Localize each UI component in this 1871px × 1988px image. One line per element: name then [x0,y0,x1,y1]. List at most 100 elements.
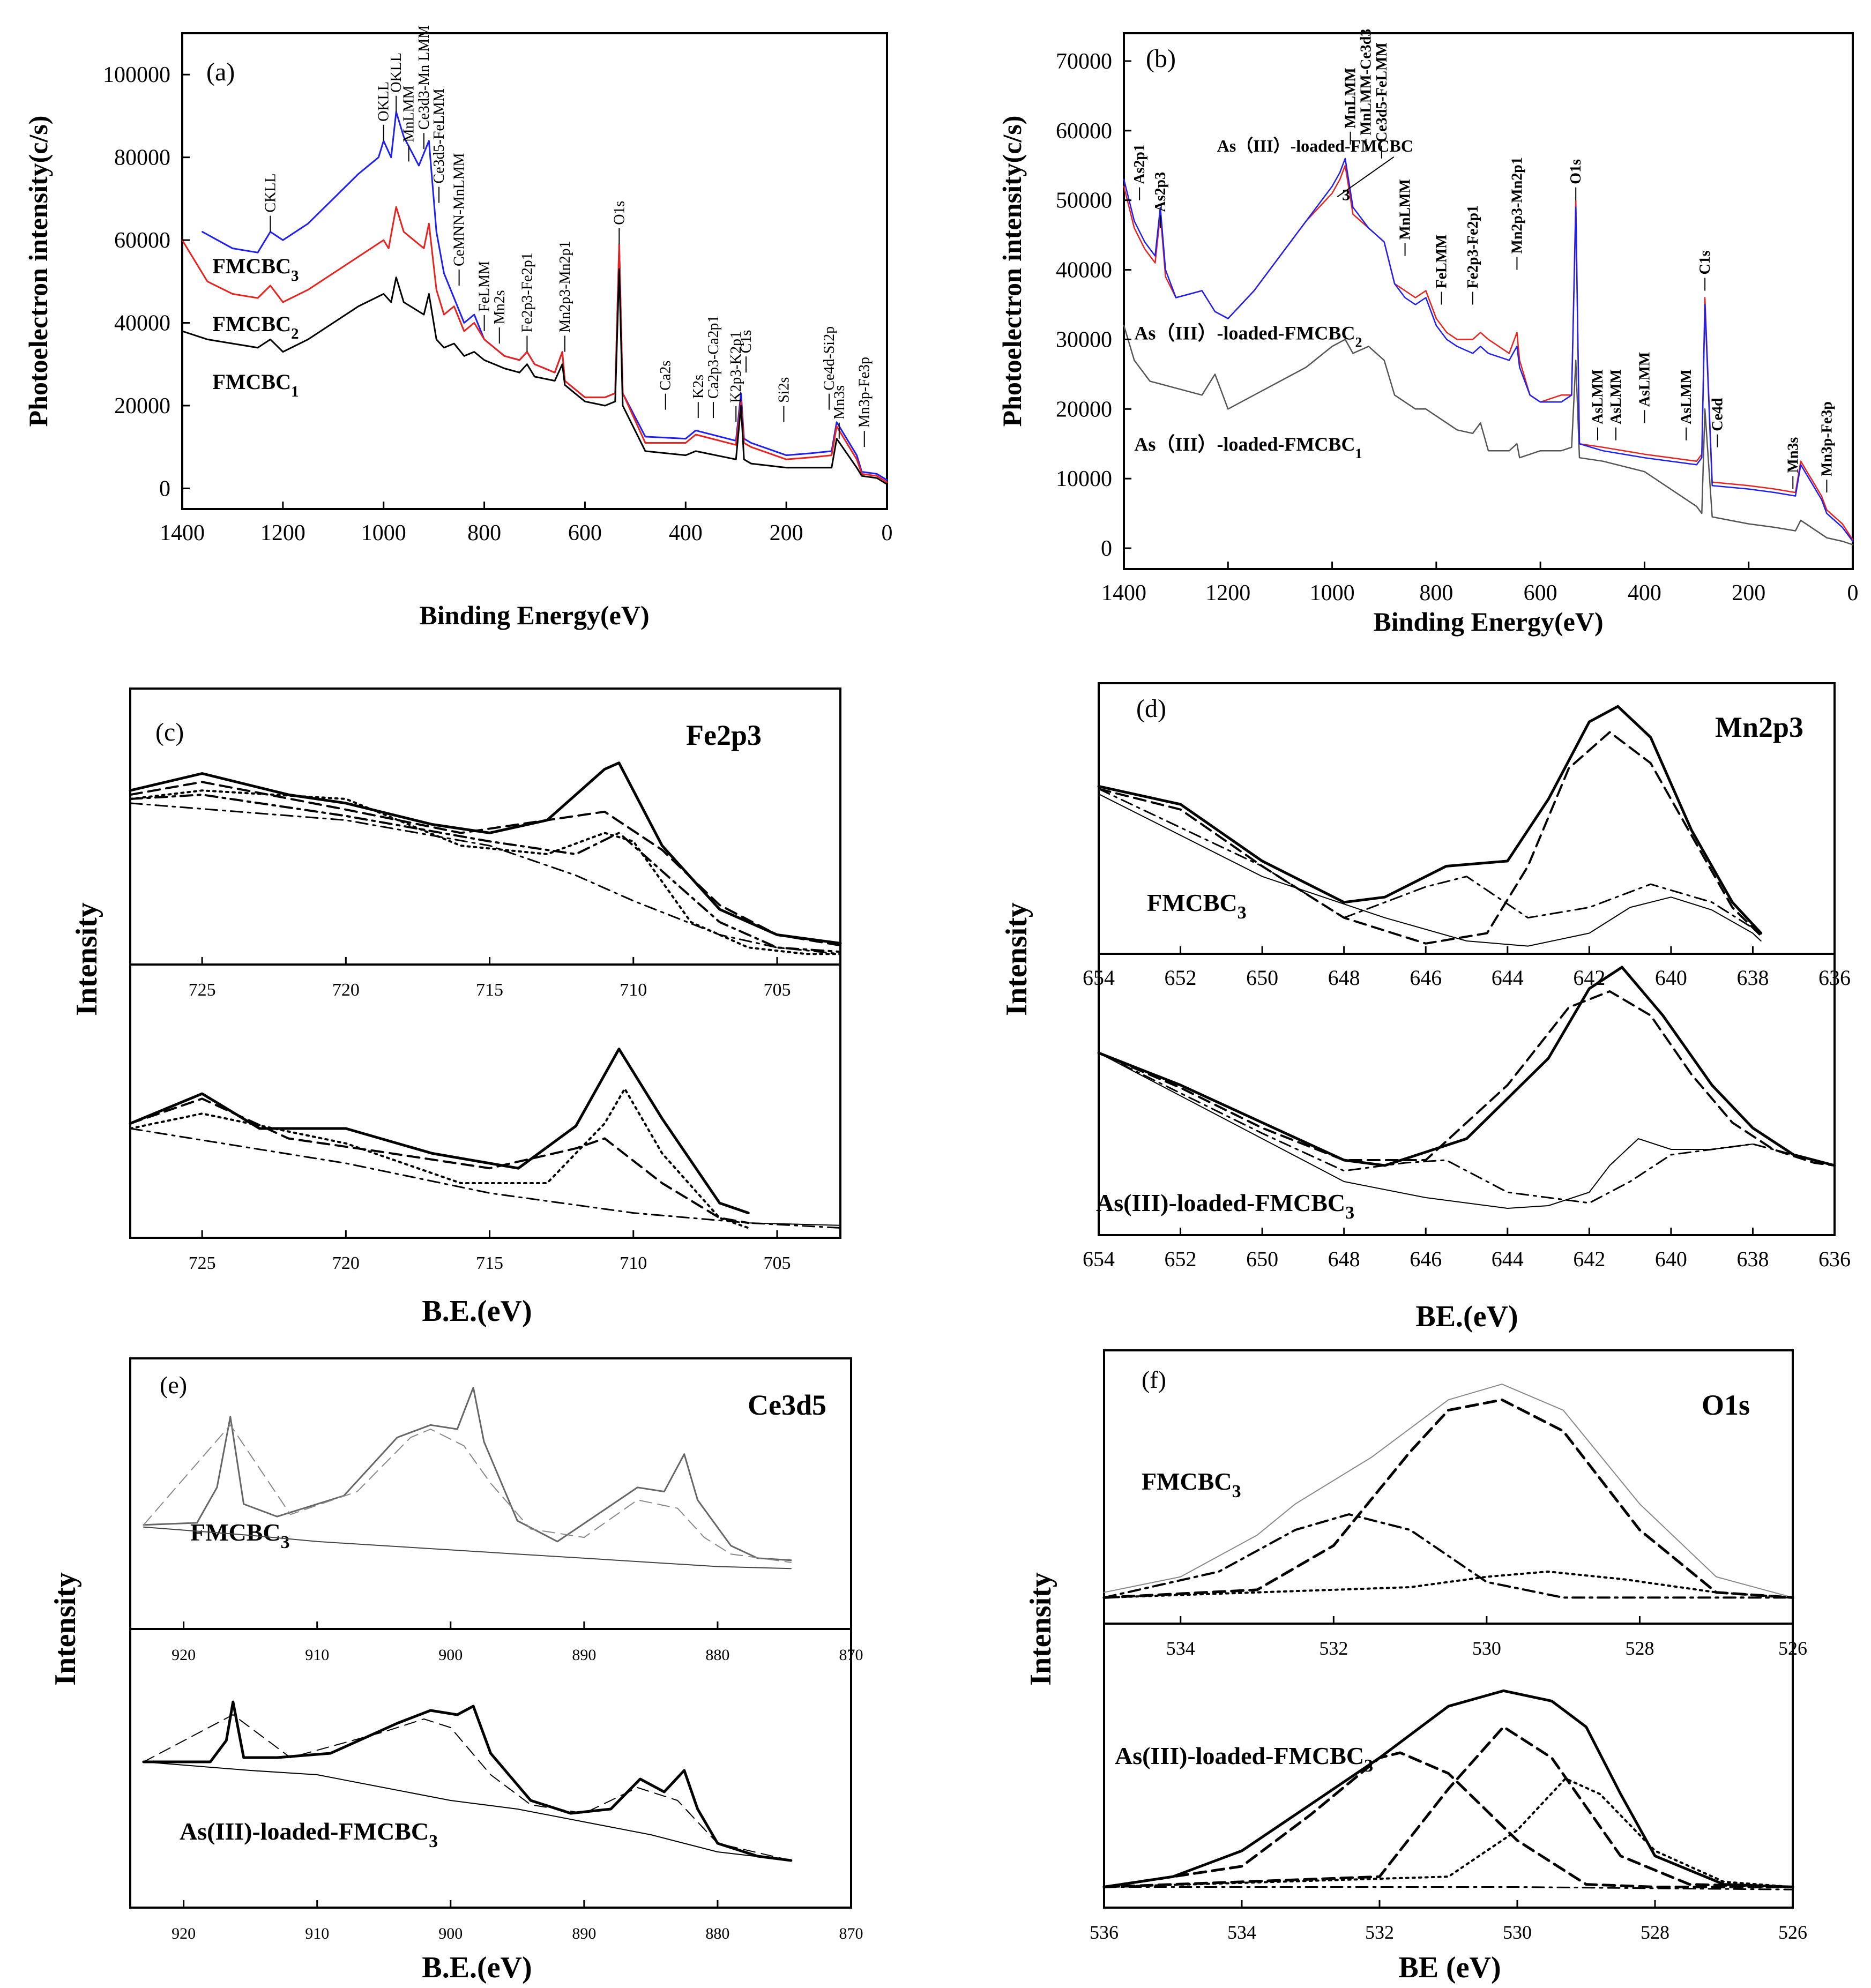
panel-c-top-xtick-label: 715 [476,980,503,1000]
panel-b-annotation: MnLMM [1397,179,1414,240]
panel-d-bottom-xtick-label: 648 [1328,1247,1360,1271]
panel-b-series-As(III)-loaded-FMCBC3 [1123,158,1854,542]
panel-b-callout: As（III）-loaded-FMCBC [1217,136,1413,155]
panel-a-series-FMCBC2 [181,206,888,483]
panel-f-top-xtick-label: 534 [1166,1638,1195,1659]
panel-c-bottom-xtick-label: 715 [476,1253,503,1273]
panel-d-top-satellite [1098,788,1762,934]
panel-b-xtick-label: 800 [1419,581,1453,606]
panel-a-ytick-label: 20000 [114,394,170,418]
panel-b-annotation: AsLMM [1590,369,1606,424]
panel-a-series-label: FMCBC1 [212,370,299,400]
panel-e-marks: 920 910 900 890 880 870 920 910 900 890 880 870 [142,1386,863,1942]
panel-b-annotation: Ce3d5-FeLMM [1374,42,1390,143]
panel-b-ytick-label: 30000 [1056,327,1112,352]
panel-d-top-label-sub: 3 [1238,903,1247,923]
panel-b-series-label-text: As（III）-loaded-FMCBC [1134,322,1355,343]
panel-d-ylabel: Intensity [1000,902,1033,1016]
panel-b-survey-as-loaded: (b) Binding Energy(eV) Photoelectron int… [997,32,1854,637]
panel-a-xtick-label: 0 [882,521,893,545]
panel-a-ytick-label: 0 [159,476,170,501]
panel-a-series-label-sub: 3 [291,267,299,285]
panel-a-xlabel: Binding Energy(eV) [419,600,649,630]
panel-a-xtick-label: 1000 [361,521,406,545]
panel-b-ytick-label: 60000 [1056,119,1112,144]
panel-a-marks: 1400 1200 1000 800 600 400 200 0020000400006000… [103,25,893,545]
panel-b-annotation: Mn3p-Fe3p [1818,401,1835,476]
panel-b-annotation: C1s [1697,250,1713,274]
panel-c-bottom-xtick-label: 725 [189,1253,216,1273]
panel-b-callout-sub: 3 [1342,186,1350,204]
panel-d-top-xtick-label: 650 [1246,966,1278,990]
panel-c-ylabel: Intensity [70,902,103,1016]
panel-b-ytick-label: 50000 [1056,189,1112,213]
panel-b-annotation: AsLMM [1636,352,1653,407]
panel-d-top-xtick-label: 636 [1818,966,1851,990]
panel-a-ytick-label: 60000 [114,228,170,253]
panel-b-annotation: MnLMM-Ce3d3 [1358,29,1375,136]
panel-e-top-label: FMCBC3 [190,1519,290,1552]
panel-f-bottom-xtick-label: 530 [1503,1922,1532,1943]
panel-b-annotation: As2p1 [1131,144,1148,184]
panel-e-bottom-xtick-label: 870 [839,1925,863,1942]
panel-e-bottom-xtick-label: 900 [438,1925,463,1942]
panel-d-xlabel: BE.(eV) [1415,1300,1518,1333]
panel-b-ytick-label: 0 [1101,536,1112,561]
panel-d-bottom-xtick-label: 636 [1818,1247,1851,1271]
panel-f-bottom-component-2 [1102,1725,1794,1888]
panel-d-top-envelope [1097,705,1763,935]
panel-d-bottom-xtick-label: 642 [1573,1247,1605,1271]
panel-a-annotation: MnLMM [401,86,418,143]
panel-d-top-label: FMCBC3 [1147,889,1247,923]
panel-d-marks: 654 652 650 648 646 644 642 640 638 636 654 652 650 6… [1083,705,1851,1271]
panel-d-bottom-xtick-label: 644 [1492,1247,1524,1271]
panel-b-xtick-label: 400 [1628,581,1661,606]
panel-f-top-label-sub: 3 [1232,1482,1241,1501]
panel-a-annotation: OKLL [376,81,392,122]
panel-a-xtick-label: 1200 [260,521,305,545]
panel-c-top-background [129,802,841,955]
panel-d-label: (d) [1136,694,1166,723]
panel-e-bottom-xtick-label: 910 [305,1925,329,1942]
panel-c-bottom-xtick-label: 720 [332,1253,360,1273]
panel-e-top-xtick-label: 890 [572,1646,596,1664]
panel-a-annotation: Mn2s [491,290,508,324]
panel-e-top-xtick-label: 920 [172,1646,196,1664]
panel-e-xlabel: B.E.(eV) [422,1951,532,1984]
panel-d-top-xtick-label: 646 [1410,966,1442,990]
panel-f-bottom-envelope [1102,1689,1794,1888]
panel-c-bottom-baseline [748,1222,841,1226]
panel-a-annotation: Ce4d-Si2p [821,326,838,391]
panel-b-annotation: Mn3s [1785,437,1801,473]
panel-b-ytick-label: 70000 [1056,49,1112,74]
panel-d-top-xtick-label: 654 [1083,966,1115,990]
panel-a-annotation: Mn3p-Fe3p [856,357,873,428]
panel-b-series-As(III)-loaded-FMCBC1 [1123,325,1854,545]
panel-f-frame [1103,1349,1794,1909]
panel-b-ytick-label: 20000 [1056,397,1112,422]
panel-c-frame [129,687,841,1239]
panel-d-bottom-label: As(III)-loaded-FMCBC3 [1096,1189,1354,1223]
panel-e-bottom-label-sub: 3 [429,1832,438,1851]
panel-e-bottom-xtick-label: 890 [572,1925,596,1942]
panel-a-annotation: Ce3d5-FeLMM [431,88,448,183]
panel-b-series-label-sub: 2 [1355,334,1362,350]
panel-d-top-xtick-label: 642 [1573,966,1605,990]
panel-c-bottom-component-1 [129,1097,750,1224]
panel-d-bottom-component-gray [1098,1052,1754,1209]
panel-f-bottom-xtick-label: 536 [1090,1922,1119,1943]
panel-a-annotation: K2p3-K2p1 [728,331,744,403]
panel-a-annotation: OKLL [388,53,405,93]
panel-f-xlabel: BE (eV) [1398,1951,1501,1984]
panel-d-bottom-xtick-label: 646 [1410,1247,1442,1271]
panel-c-marks: 725 720 715 710 705 725 720 715 710 705 [129,761,842,1273]
panel-e-top-label-text: FMCBC [190,1519,281,1546]
panel-d-bottom-xtick-label: 652 [1165,1247,1197,1271]
panel-d-mn2p3: (d) Mn2p3 FMCBC3 As(III)-loaded-FMCBC3 B… [1000,682,1836,1333]
panel-b-annotation: O1s [1568,159,1584,184]
panel-b-xtick-label: 200 [1732,581,1765,606]
panel-a-label: (a) [206,58,235,86]
panel-b-series-label: As（III）-loaded-FMCBC1 [1134,434,1362,461]
panel-a-annotation: Ce3d3-Mn LMM [416,25,433,130]
